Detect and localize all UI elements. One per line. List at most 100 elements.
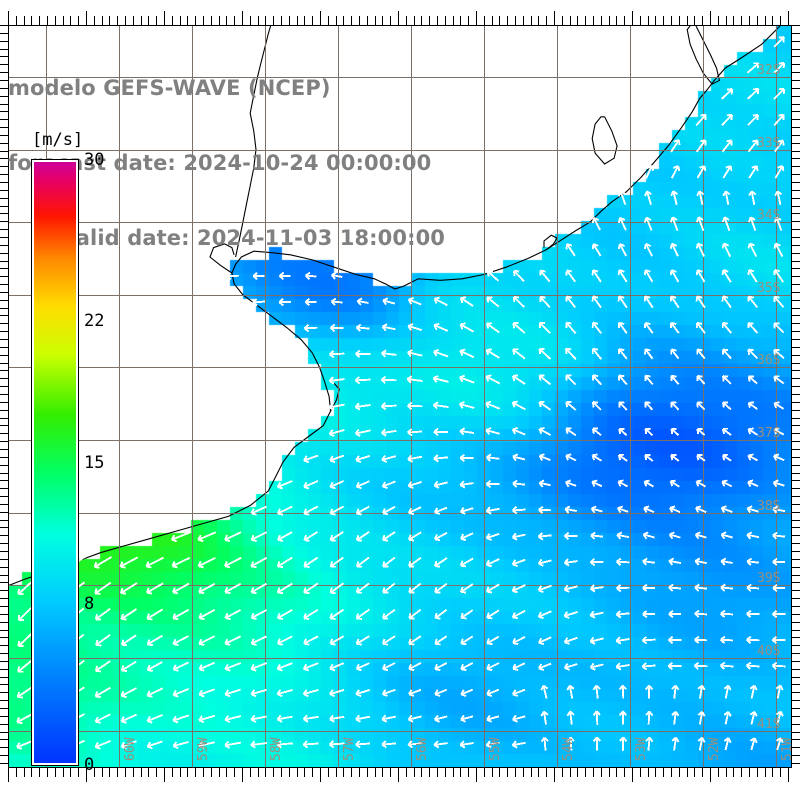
wind-arrow xyxy=(434,557,448,568)
lat-label-40S: 40S xyxy=(757,644,781,660)
wind-arrow xyxy=(721,88,734,100)
gridline-lat-37S xyxy=(9,440,791,442)
colorbar-tick-22: 22 xyxy=(84,311,105,332)
wind-arrow xyxy=(670,139,681,153)
wind-arrow xyxy=(250,740,268,749)
wind-arrow xyxy=(355,608,370,620)
wind-arrow xyxy=(381,635,396,646)
wind-arrow xyxy=(407,323,422,332)
wind-arrow xyxy=(773,216,783,231)
wind-arrow xyxy=(695,269,706,283)
wind-arrow xyxy=(354,428,371,437)
wind-arrow xyxy=(512,322,526,334)
lat-label-38S: 38S xyxy=(757,498,781,514)
wind-arrow xyxy=(460,635,474,646)
wind-arrow xyxy=(590,531,604,540)
wind-arrow xyxy=(512,688,526,697)
wind-arrow xyxy=(486,714,500,723)
gridline-lon-57W xyxy=(337,26,339,767)
wind-arrow xyxy=(145,556,165,569)
wind-arrow xyxy=(355,454,371,464)
wind-arrow xyxy=(775,684,784,699)
wind-arrow xyxy=(538,321,551,334)
wind-arrow xyxy=(328,740,345,749)
wind-arrow xyxy=(252,298,266,307)
wind-arrow xyxy=(329,350,345,359)
wind-arrow xyxy=(94,581,112,595)
gridline-lat-38S xyxy=(9,512,791,514)
wind-arrow xyxy=(459,322,474,333)
wind-arrow xyxy=(433,480,448,489)
wind-arrow xyxy=(460,532,474,542)
lon-label-52W: 52W xyxy=(707,737,723,761)
wind-arrow xyxy=(226,272,240,281)
wind-arrow xyxy=(563,663,578,671)
wind-arrow xyxy=(642,610,656,619)
wind-arrow xyxy=(749,684,758,699)
wind-arrow xyxy=(617,348,628,360)
wind-arrow xyxy=(407,454,423,463)
wind-arrow xyxy=(642,557,656,566)
wind-arrow xyxy=(537,610,552,620)
coastline-segment xyxy=(330,383,340,412)
wind-arrow xyxy=(642,531,655,540)
wind-arrow xyxy=(250,505,267,516)
wind-arrow xyxy=(693,661,708,670)
wind-arrow xyxy=(540,710,549,725)
map-plot-area[interactable]: 61W60W59W58W57W56W55W54W53W52W51W32S33S3… xyxy=(8,25,792,768)
wind-arrow xyxy=(250,662,268,672)
wind-arrow xyxy=(330,297,343,306)
wind-arrow xyxy=(721,113,733,126)
wind-arrow xyxy=(250,556,268,569)
wind-arrow xyxy=(511,740,526,749)
lat-label-36S: 36S xyxy=(757,353,781,369)
gridline-lat-34S xyxy=(9,222,791,224)
gridline-lon-53W xyxy=(630,26,632,767)
wind-arrow xyxy=(485,348,500,359)
gridline-lat-36S xyxy=(9,367,791,369)
wind-arrow xyxy=(616,584,630,593)
wind-arrow xyxy=(304,297,317,307)
wind-arrow xyxy=(276,480,293,490)
wind-arrow xyxy=(512,453,526,462)
wind-arrow xyxy=(486,688,500,697)
gridline-lon-58W xyxy=(264,26,266,767)
wind-arrow xyxy=(566,710,575,725)
wind-arrow xyxy=(618,710,628,725)
right-tick-rail xyxy=(792,25,800,766)
wind-arrow xyxy=(329,323,344,333)
wind-arrow xyxy=(408,556,422,568)
colorbar-swatch[interactable] xyxy=(31,159,79,766)
wind-arrow xyxy=(303,324,318,333)
wind-arrow xyxy=(618,401,628,411)
wind-arrow xyxy=(328,402,345,411)
wind-arrow xyxy=(645,736,654,751)
wind-arrow xyxy=(303,635,319,646)
wind-arrow xyxy=(172,608,190,621)
wind-arrow xyxy=(172,582,190,595)
colorbar-gradient xyxy=(34,162,76,763)
wind-arrow xyxy=(773,268,784,283)
wind-arrow xyxy=(407,296,422,306)
wind-arrow xyxy=(670,348,680,360)
wind-arrow xyxy=(669,216,679,232)
wind-arrow xyxy=(618,427,628,437)
wind-arrow xyxy=(697,710,706,725)
wind-arrow xyxy=(355,714,371,723)
wind-arrow xyxy=(618,684,627,699)
gridline-lon-56W xyxy=(410,26,412,767)
wind-arrow xyxy=(592,684,601,699)
wind-arrow xyxy=(618,374,628,386)
wind-arrow xyxy=(696,374,706,385)
wind-arrow xyxy=(694,609,708,618)
wind-arrow xyxy=(591,295,602,309)
gridline-lon-55W xyxy=(484,26,486,767)
wind-arrow xyxy=(723,737,732,751)
wind-arrow xyxy=(94,686,111,699)
wind-arrow xyxy=(747,453,759,462)
wind-arrow xyxy=(250,714,267,723)
top-tick-rail xyxy=(8,11,790,25)
wind-arrow xyxy=(538,374,552,386)
wind-arrow xyxy=(721,139,733,153)
wind-arrow xyxy=(355,688,371,697)
